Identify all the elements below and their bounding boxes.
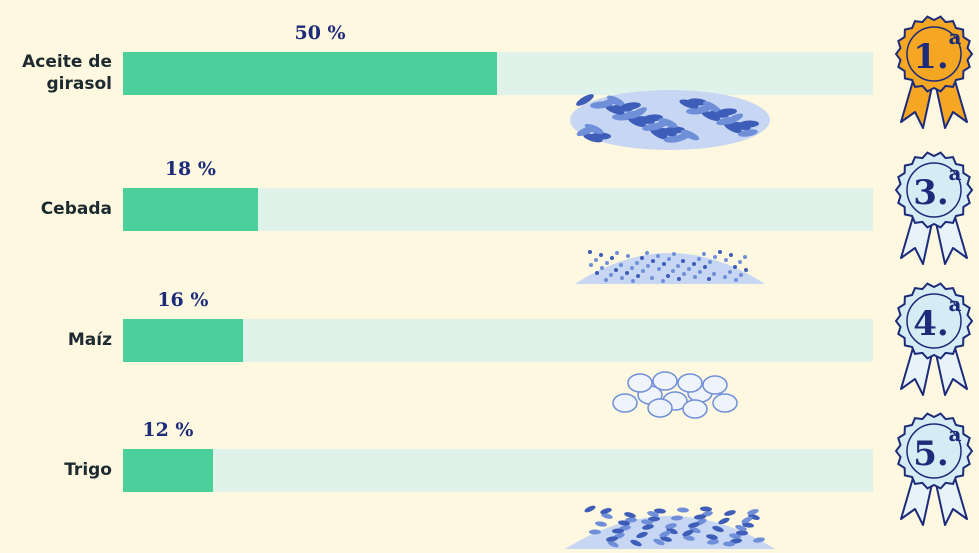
category-label: Maíz: [68, 329, 112, 351]
category-label-line: Maíz: [67, 330, 112, 350]
bar-track: [123, 449, 873, 492]
bar: [123, 188, 258, 231]
value-label: 16 %: [157, 289, 209, 311]
bar-track: [123, 52, 873, 95]
rank-medal-icon: 4. a: [894, 282, 974, 396]
category-label-line: girasol: [46, 74, 112, 94]
rank-number: 5.: [913, 434, 949, 474]
rank-number: 3.: [913, 173, 949, 213]
rank-suffix: a: [949, 25, 962, 49]
wheat-grain-icon: [565, 505, 775, 549]
category-label: Aceite de girasol: [22, 51, 112, 95]
category-label-line: Aceite de: [22, 52, 112, 72]
category-label-line: Cebada: [40, 199, 112, 219]
rank-suffix: a: [949, 422, 962, 446]
category-label: Trigo: [64, 459, 112, 481]
rank-medal-icon: 5. a: [894, 412, 974, 526]
barley-grain-icon: [575, 250, 765, 284]
value-label: 18 %: [164, 158, 216, 180]
rank-medal-icon: 1. a: [894, 15, 974, 129]
maize-kernels-icon: [612, 371, 738, 419]
category-label: Cebada: [41, 198, 112, 220]
value-label: 50 %: [294, 22, 346, 44]
rank-number: 4.: [913, 304, 949, 344]
rank-suffix: a: [949, 161, 962, 185]
bar: [123, 52, 497, 95]
category-label-line: Trigo: [64, 460, 112, 480]
sunflower-seeds-icon: [570, 90, 770, 150]
rank-suffix: a: [949, 292, 962, 316]
chart-area: Aceite de girasol 50 % 1. a Cebada 18 % 3. a Maíz…: [22, 15, 974, 549]
bar-track: [123, 188, 873, 231]
bar: [123, 449, 213, 492]
bar-track: [123, 319, 873, 362]
rank-number: 1.: [913, 37, 949, 77]
rank-medal-icon: 3. a: [894, 151, 974, 265]
value-label: 12 %: [142, 419, 194, 441]
bar: [123, 319, 243, 362]
